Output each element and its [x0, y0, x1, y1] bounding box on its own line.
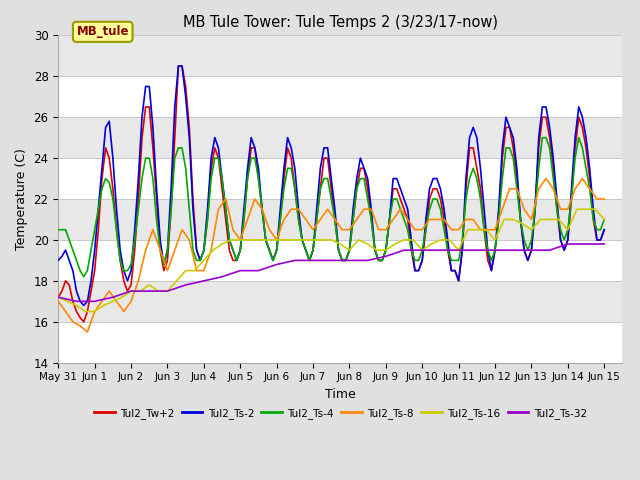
Text: MB_tule: MB_tule	[76, 25, 129, 38]
Bar	[58, 281, 623, 322]
Legend: Tul2_Tw+2, Tul2_Ts-2, Tul2_Ts-4, Tul2_Ts-8, Tul2_Ts-16, Tul2_Ts-32: Tul2_Tw+2, Tul2_Ts-2, Tul2_Ts-4, Tul2_Ts…	[90, 404, 591, 423]
Title: MB Tule Tower: Tule Temps 2 (3/23/17-now): MB Tule Tower: Tule Temps 2 (3/23/17-now…	[183, 15, 498, 30]
X-axis label: Time: Time	[325, 388, 356, 401]
Bar	[58, 199, 623, 240]
Bar	[58, 36, 623, 76]
Y-axis label: Temperature (C): Temperature (C)	[15, 148, 28, 250]
Bar	[58, 117, 623, 158]
